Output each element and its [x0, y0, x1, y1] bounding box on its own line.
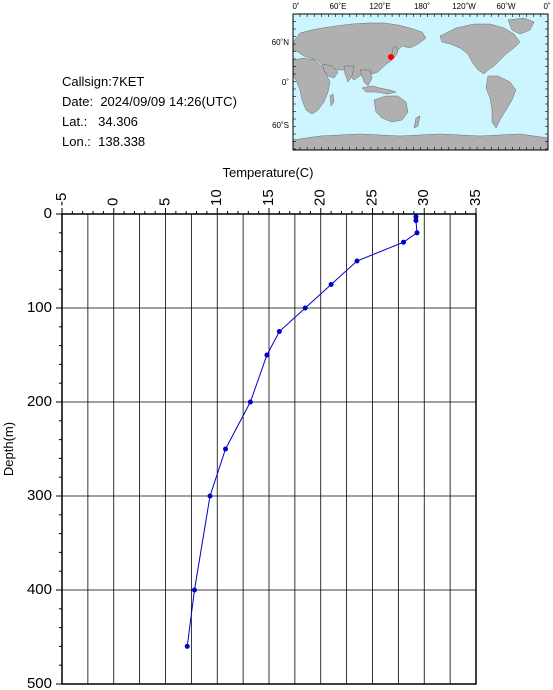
temperature-series: [184, 214, 420, 649]
data-point: [276, 329, 282, 334]
southeast-asia-landmass: [359, 69, 373, 87]
date-label: Date:: [62, 94, 94, 109]
y-tick-labels: 0 100 200 300 400 500: [27, 205, 52, 690]
map-lon-label: 180˚: [414, 2, 430, 11]
madagascar-landmass: [329, 93, 335, 107]
arabia-landmass: [321, 63, 339, 79]
callsign-value: 7KET: [111, 74, 145, 89]
map-lat-label: 60˚N: [272, 38, 290, 47]
indonesia-landmass: [361, 85, 397, 95]
x-tick-label: 35: [467, 189, 484, 206]
date-line: Date: 2024/09/09 14:26(UTC): [62, 92, 237, 112]
eurasia-landmass: [292, 22, 427, 81]
australia-landmass: [373, 95, 409, 123]
map-lon-label: 60˚E: [330, 2, 347, 11]
map-lon-label: 60˚W: [496, 2, 516, 11]
map-lon-label: 0˚: [543, 2, 550, 11]
data-point: [223, 446, 229, 452]
plot-frame: [61, 213, 477, 685]
x-tick-label: 0: [105, 198, 122, 206]
y-tick-label: 500: [27, 675, 52, 690]
x-tick-label: 20: [312, 189, 329, 206]
latitude-label: Lat.:: [62, 114, 88, 129]
y-tick-label: 100: [27, 299, 52, 316]
temperature-depth-chart: Temperature(C) Depth(m) -5 0 5 10 15 20 25 30 35…: [1, 165, 484, 690]
x-axis-title: Temperature(C): [222, 165, 313, 180]
data-point: [401, 239, 407, 245]
data-point: [414, 230, 420, 236]
india-landmass: [343, 65, 355, 83]
data-point: [191, 587, 197, 593]
x-tick-labels: -5 0 5 10 15 20 25 30 35: [53, 189, 484, 206]
map-landmasses: [292, 17, 549, 151]
map-lon-label: 120˚W: [452, 2, 476, 11]
world-map: 0˚ 60˚E 120˚E 180˚ 120˚W 60˚W 0˚ 60˚N 0˚…: [272, 2, 551, 151]
x-tick-label: 5: [156, 198, 173, 206]
x-tick-label: -5: [53, 193, 70, 206]
y-tick-label: 300: [27, 487, 52, 504]
data-point: [247, 399, 253, 405]
north-america-landmass: [439, 23, 521, 75]
longitude-line: Lon.: 138.338: [62, 132, 145, 152]
series-line: [186, 216, 418, 647]
latitude-line: Lat.: 34.306: [62, 112, 138, 132]
data-point: [328, 282, 334, 287]
y-tick-label: 0: [44, 205, 52, 222]
map-lon-label: 0˚: [292, 2, 299, 11]
x-tick-label: 30: [415, 189, 432, 206]
data-point: [302, 305, 308, 311]
map-lat-label: 60˚S: [272, 121, 289, 130]
station-location-marker: [388, 54, 394, 60]
y-tick-label: 400: [27, 581, 52, 598]
date-value: 2024/09/09 14:26(UTC): [100, 94, 237, 109]
data-point: [264, 352, 270, 358]
y-axis-title: Depth(m): [1, 422, 16, 476]
greenland-landmass: [507, 17, 535, 35]
x-tick-label: 25: [363, 189, 380, 206]
callsign-label: Callsign:: [62, 74, 112, 89]
map-lon-label: 120˚E: [369, 2, 390, 11]
chart-axis-ticks: [56, 208, 477, 685]
africa-landmass: [292, 57, 331, 115]
latitude-value: 34.306: [98, 114, 138, 129]
data-point: [413, 218, 419, 224]
map-lat-label: 0˚: [282, 78, 289, 87]
longitude-label: Lon.:: [62, 134, 91, 149]
new-zealand-landmass: [413, 115, 421, 129]
data-point: [413, 214, 419, 220]
chart-grid: [62, 214, 476, 684]
data-point: [354, 258, 360, 264]
x-tick-label: 10: [208, 189, 225, 206]
map-tick-marks: [292, 13, 549, 150]
y-tick-label: 200: [27, 393, 52, 410]
data-point: [207, 493, 213, 499]
south-america-landmass: [485, 75, 517, 129]
x-tick-label: 15: [260, 189, 277, 206]
longitude-value: 138.338: [98, 134, 146, 149]
data-point: [184, 643, 190, 649]
callsign-line: Callsign:7KET: [62, 72, 144, 92]
